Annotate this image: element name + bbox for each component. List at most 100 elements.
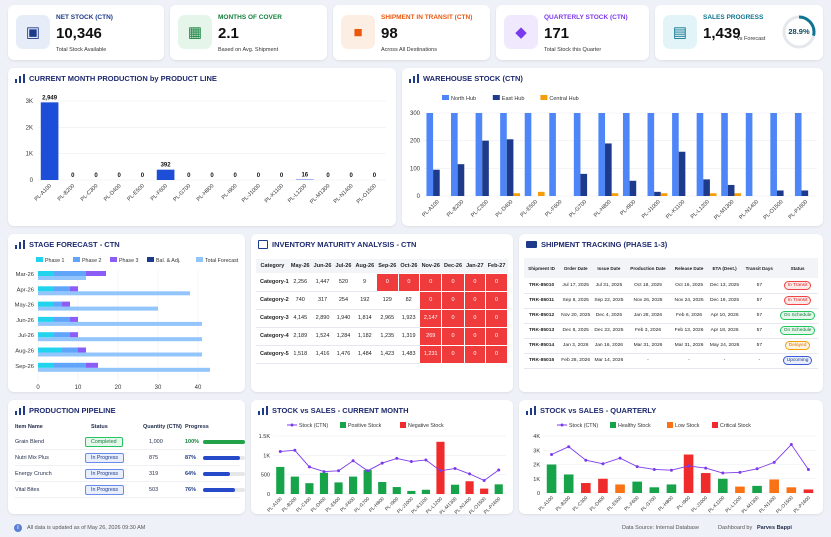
legend-label: Bal. & Adj. xyxy=(156,258,180,264)
x-tick: PL-D400 xyxy=(103,183,123,203)
column-header: Oct-26 xyxy=(398,259,420,273)
forecast-phase-bar xyxy=(86,271,106,276)
column-header: Dec-26 xyxy=(441,259,465,273)
table-cell: 740 xyxy=(288,291,312,310)
table-cell: Jul 17, 2025 xyxy=(559,278,593,294)
table-row[interactable]: TRK-85012 Nov 20, 2025 Dec 4, 2025 Jan 28, … xyxy=(524,308,818,324)
x-tick: 40 xyxy=(195,385,202,391)
table-cell: 1,284 xyxy=(333,327,354,346)
table-cell: Category-2 xyxy=(256,291,289,310)
pipeline-icon xyxy=(15,406,25,415)
column-header: Shipment ID xyxy=(524,258,560,278)
stock-bar xyxy=(718,478,728,493)
table-row[interactable]: TRK-85010 Jul 17, 2025 Jul 31, 2025 Oct 18,… xyxy=(524,278,818,294)
table-row[interactable]: TRK-85015 Feb 28, 2026 Mar 14, 2026- - - - Upc… xyxy=(524,353,818,369)
table-cell: 1,483 xyxy=(398,345,420,364)
x-tick: PL-H800 xyxy=(196,183,216,203)
table-cell: 0 xyxy=(463,326,487,346)
table-cell: 0 xyxy=(375,272,399,292)
table-row[interactable]: Nutri Mix Plus In Progress 875 87% xyxy=(15,450,245,466)
table-cell: Dec 13, 2025 xyxy=(707,278,742,294)
forecast-total-bar xyxy=(38,291,190,296)
kpi-card: ◆ QUARTERLY STOCK (CTN) 171 Total Stock … xyxy=(496,5,649,60)
stock-bar xyxy=(276,466,285,494)
table-row[interactable]: TRK-85014 Jan 3, 2026 Jan 16, 2026 Mar 31, … xyxy=(524,338,818,354)
stock-bar xyxy=(319,472,329,494)
kpi-value: 2.1 xyxy=(218,25,239,42)
progress-track xyxy=(203,488,245,492)
warehouse-bar xyxy=(482,140,489,196)
table-cell: Sep 22, 2025 xyxy=(592,293,626,309)
sales-point xyxy=(409,460,413,464)
x-tick: PL-P1600 xyxy=(793,495,813,514)
x-tick: PL-E500 xyxy=(324,496,342,514)
table-cell: Sep 8, 2025 xyxy=(559,293,593,309)
legend-label: North Hub xyxy=(451,96,476,102)
pipeline-card: PRODUCTION PIPELINE Item Name Status Quant… xyxy=(8,400,245,514)
stock-bar xyxy=(480,488,489,494)
table-cell: 2,256 xyxy=(288,273,312,292)
truck-icon: ■ xyxy=(341,15,375,49)
shipment-table: Shipment ID Order Date Issue Date Productio… xyxy=(524,258,818,369)
warehouse-bar xyxy=(500,113,507,196)
stock-bar xyxy=(735,486,745,493)
stock-bar xyxy=(598,478,608,493)
warehouse-bar xyxy=(703,179,710,196)
table-row[interactable]: TRK-85011 Sep 8, 2025 Sep 22, 2025 Nov 26, … xyxy=(524,293,818,309)
y-tick: May-26 xyxy=(15,303,34,309)
warehouse-bar xyxy=(745,113,753,196)
data-label: 16 xyxy=(301,173,308,179)
column-header: Production Date xyxy=(625,258,671,278)
forecast-phase-bar xyxy=(70,316,78,322)
status-badge: In Transit xyxy=(783,280,812,290)
table-cell: 1,423 xyxy=(376,345,399,364)
x-tick: PL-N1400 xyxy=(738,199,760,221)
sales-point xyxy=(395,456,399,460)
warehouse-bar xyxy=(801,190,809,196)
data-label: 0 xyxy=(350,173,354,179)
table-row[interactable]: Grain Blend Completed 1,000 100% xyxy=(15,434,245,450)
table-cell: TRK-85015 xyxy=(524,353,560,369)
forecast-phase-bar xyxy=(38,316,54,322)
x-tick: PL-K1100 xyxy=(665,199,686,220)
kpi-value: 10,346 xyxy=(56,25,102,42)
sales-point xyxy=(772,460,776,464)
table-cell: 0 xyxy=(485,308,508,328)
table-row[interactable]: TRK-85013 Dec 8, 2025 Dec 22, 2025 Feb 3, 2… xyxy=(524,323,818,339)
table-cell: 0 xyxy=(441,272,465,292)
footer: i All data is updated as of May 26, 2026… xyxy=(0,520,831,537)
quantity: 1,000 xyxy=(149,439,163,445)
sales-point xyxy=(738,470,742,474)
kpi-sub: Across All Destinations xyxy=(381,47,437,53)
table-cell: 0 xyxy=(419,272,443,292)
table-cell: 0 xyxy=(463,290,487,310)
forecast-phase-bar xyxy=(62,347,78,353)
item-name: Grain Blend xyxy=(15,439,45,445)
table-cell: 0 xyxy=(463,344,487,364)
data-label: 0 xyxy=(257,173,261,179)
table-cell: Category-5 xyxy=(256,345,289,364)
table-cell: 0 xyxy=(485,344,508,364)
sales-point xyxy=(351,459,355,463)
status-badge: In Progress xyxy=(85,453,125,463)
x-tick: PL-C300 xyxy=(80,183,100,203)
table-cell: - xyxy=(707,353,742,369)
progress-fill xyxy=(203,472,230,476)
data-label: 0 xyxy=(187,173,191,179)
table-cell: 57 xyxy=(741,338,778,354)
stock-bar xyxy=(494,484,503,494)
sales-point xyxy=(652,467,656,471)
kpi-sub: vs Forecast xyxy=(737,36,766,42)
forecast-total-bar xyxy=(38,337,202,342)
table-row[interactable]: Vital Bites In Progress 503 76% xyxy=(15,482,245,498)
forecast-phase-bar xyxy=(78,347,86,353)
kpi-sub: Total Stock this Quarter xyxy=(544,47,602,53)
column-header: May-26 xyxy=(288,259,312,273)
column-header: Quantity (CTN) xyxy=(143,424,182,430)
legend-swatch xyxy=(340,422,346,428)
data-label: 0 xyxy=(373,173,377,179)
warehouse-bar xyxy=(629,180,637,196)
table-cell: 2,965 xyxy=(376,309,399,328)
y-tick: Apr-26 xyxy=(17,287,34,293)
table-row[interactable]: Energy Crunch In Progress 319 64% xyxy=(15,466,245,482)
